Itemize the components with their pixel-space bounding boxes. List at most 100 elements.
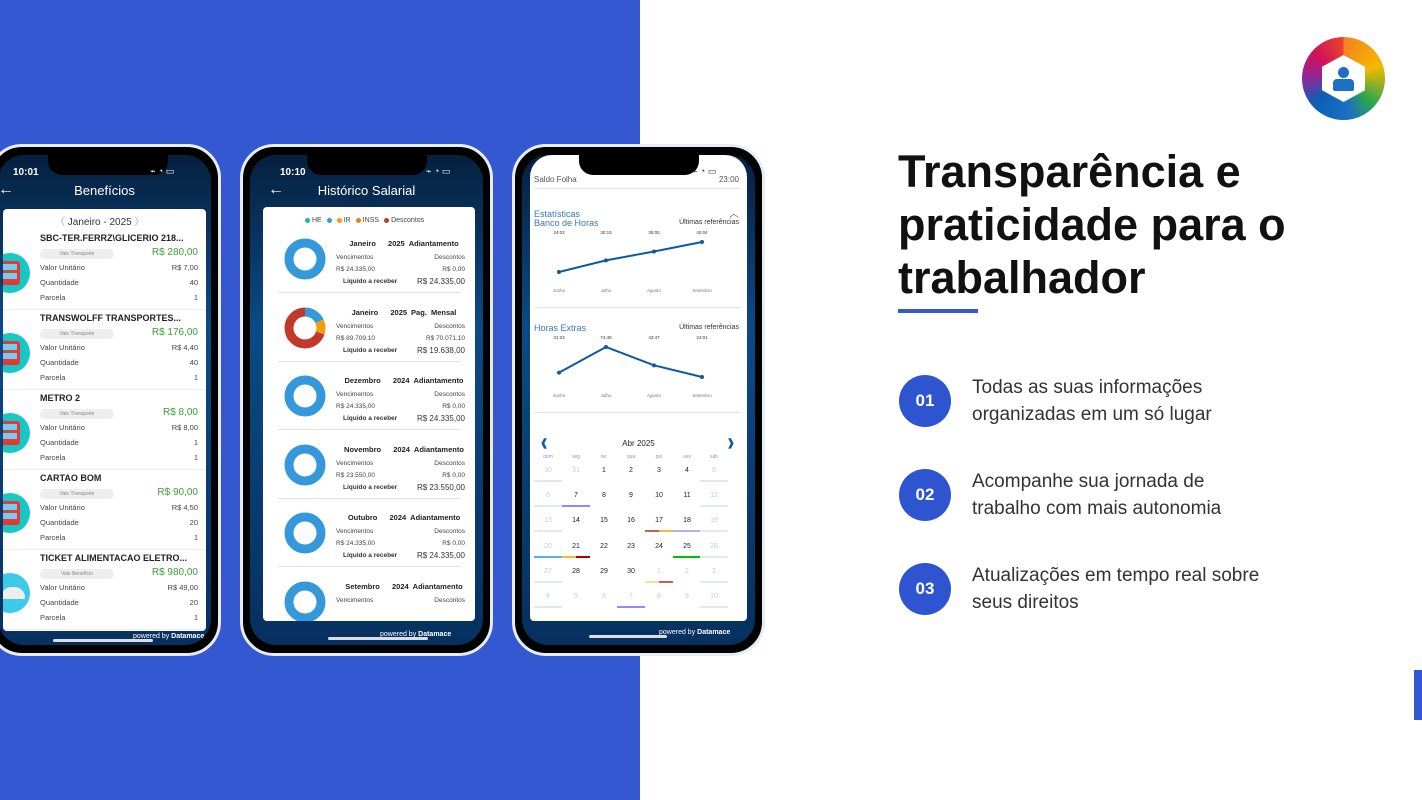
chart-title: Horas Extras	[534, 323, 587, 333]
home-indicator[interactable]	[328, 637, 428, 640]
calendar-day[interactable]: 6	[546, 492, 550, 500]
calendar-day[interactable]: 22	[600, 542, 608, 550]
month-tick: Setembro	[692, 288, 712, 293]
home-indicator[interactable]	[53, 639, 153, 642]
calendar-day[interactable]: 30	[544, 467, 552, 474]
home-indicator[interactable]	[589, 635, 667, 638]
feature-text-line: organizadas em um só lugar	[972, 404, 1212, 425]
data-point[interactable]	[604, 258, 608, 263]
benefit-list-item[interactable]: TICKET ALIMENTACAO ELETRO... Vale Benefíc…	[3, 553, 206, 631]
calendar-day[interactable]: 4	[546, 593, 550, 600]
donut-slice	[284, 375, 326, 417]
calendar-day[interactable]: 3	[657, 467, 661, 474]
payroll-balance-value: 23:00	[718, 175, 739, 184]
calendar-day[interactable]: 29	[600, 567, 608, 575]
field-value: 40	[189, 278, 198, 287]
data-point[interactable]	[604, 345, 608, 349]
calendar-day[interactable]: 7	[574, 492, 578, 500]
calendar-day[interactable]: 2	[685, 567, 689, 575]
calendar-day[interactable]: 15	[600, 517, 608, 525]
back-arrow-icon[interactable]: ←	[0, 181, 14, 198]
item-divider	[278, 429, 461, 431]
benefit-list-item[interactable]: CARTAO BOM Vale Transporte R$ 90,00 Valor U…	[3, 473, 206, 553]
calendar-day[interactable]: 4	[685, 467, 689, 474]
earnings-label: Vencimentos	[336, 322, 374, 330]
prev-month-icon[interactable]: ❰	[540, 438, 549, 449]
status-icons: ⌁ ◔ ▭	[150, 166, 175, 176]
discounts-label: Descontos	[434, 391, 465, 399]
calendar-day[interactable]: 28	[572, 567, 580, 575]
field-label: Quantidade	[40, 598, 79, 607]
salary-list-item[interactable]: Dezembro 2024 Adiantamento Vencimentos Desc…	[263, 371, 475, 439]
calendar-day[interactable]: 18	[683, 517, 691, 525]
calendar-day[interactable]: 26	[710, 542, 718, 550]
calendar-day[interactable]: 14	[572, 517, 580, 525]
calendar-day[interactable]: 3	[712, 567, 716, 575]
calendar-day[interactable]: 8	[657, 593, 661, 600]
salary-list-item[interactable]: Novembro 2024 Adiantamento Vencimentos Desc…	[263, 440, 475, 508]
calendar-day[interactable]: 9	[629, 492, 633, 500]
item-divider	[3, 549, 206, 550]
salary-list-item[interactable]: Setembro 2024 Adiantamento Vencimentos Desc…	[263, 577, 475, 621]
calendar-day[interactable]: 5	[574, 593, 578, 600]
benefit-name: TRANSWOLFF TRANSPORTES...	[40, 313, 181, 323]
benefit-list-item[interactable]: SBC-TER.FERRZ\GLICERIO 218... Vale Transp…	[3, 233, 206, 313]
calendar-day[interactable]: 21	[572, 542, 580, 550]
benefit-list-item[interactable]: TRANSWOLFF TRANSPORTES... Vale Transporte…	[3, 313, 206, 393]
calendar-event-bar	[700, 480, 728, 482]
calendar-day[interactable]: 9	[685, 593, 689, 600]
calendar-day[interactable]: 6	[602, 593, 606, 600]
salary-donut-chart	[284, 581, 326, 621]
data-point[interactable]	[652, 249, 656, 254]
benefit-amount: R$ 90,00	[157, 487, 198, 498]
calendar-day[interactable]: 7	[629, 593, 633, 600]
data-point[interactable]	[652, 363, 656, 368]
calendar-day[interactable]: 8	[602, 492, 606, 500]
next-month-icon[interactable]: 〉	[134, 217, 145, 228]
calendar-day[interactable]: 16	[627, 517, 635, 525]
data-point[interactable]	[557, 370, 561, 375]
legend-item: IR	[336, 217, 351, 224]
discounts-value: R$ 0,00	[442, 540, 465, 548]
back-arrow-icon[interactable]: ←	[268, 181, 284, 198]
series-line	[558, 345, 703, 378]
field-value: R$ 4,40	[171, 343, 198, 352]
month-selector: 〈 Janeiro - 2025 〉	[55, 213, 145, 228]
calendar-day[interactable]: 27	[544, 567, 552, 575]
data-point[interactable]	[700, 240, 704, 244]
status-time: 10:01	[13, 167, 39, 178]
data-point[interactable]	[700, 375, 704, 379]
calendar-event-bar	[534, 580, 562, 583]
calendar-day[interactable]: 13	[544, 517, 552, 525]
calendar-day[interactable]: 25	[683, 542, 691, 550]
calendar-day[interactable]: 12	[710, 492, 718, 500]
calendar-day[interactable]: 10	[655, 492, 663, 500]
calendar-event-bar	[659, 530, 673, 533]
calendar-day[interactable]: 2	[629, 467, 633, 474]
calendar-day[interactable]: 1	[657, 567, 661, 575]
calendar-day[interactable]: 19	[710, 517, 718, 525]
next-month-icon[interactable]: ❱	[726, 438, 735, 449]
salary-list-item[interactable]: Janeiro 2025 Pag. Mensal Vencimentos Descon…	[263, 303, 475, 371]
calendar-day[interactable]: 24	[655, 542, 663, 550]
calendar-day[interactable]: 17	[655, 517, 663, 525]
calendar-day[interactable]: 30	[627, 567, 635, 575]
calendar-day[interactable]: 31	[572, 467, 580, 474]
calendar-day[interactable]: 11	[683, 492, 691, 500]
prev-month-icon[interactable]: 〈	[55, 217, 65, 228]
calendar-day[interactable]: 5	[712, 467, 716, 474]
legend-item: INSS	[355, 217, 379, 224]
weekday-label: qui	[655, 454, 663, 460]
calendar-day[interactable]: 1	[602, 467, 606, 474]
collapse-chevron-icon[interactable]: ︿	[729, 209, 739, 220]
calendar-day[interactable]: 10	[710, 593, 718, 600]
earnings-label: Vencimentos	[336, 459, 374, 467]
period-kind: Adiantamento	[412, 582, 463, 591]
salary-list-item[interactable]: Outubro 2024 Adiantamento Vencimentos Desco…	[263, 508, 475, 576]
salary-list-item[interactable]: Janeiro 2025 Adiantamento Vencimentos Desco…	[263, 234, 475, 302]
phone-mockup-salary-history: 10:10 ⌁ ◔ ▭ ← Histórico Salarial HE IR INS…	[240, 144, 493, 656]
data-point[interactable]	[557, 270, 561, 274]
calendar-day[interactable]: 20	[544, 542, 552, 550]
benefit-list-item[interactable]: METRO 2 Vale Transporte R$ 8,00 Valor Unitá…	[3, 393, 206, 473]
calendar-day[interactable]: 23	[627, 542, 635, 550]
